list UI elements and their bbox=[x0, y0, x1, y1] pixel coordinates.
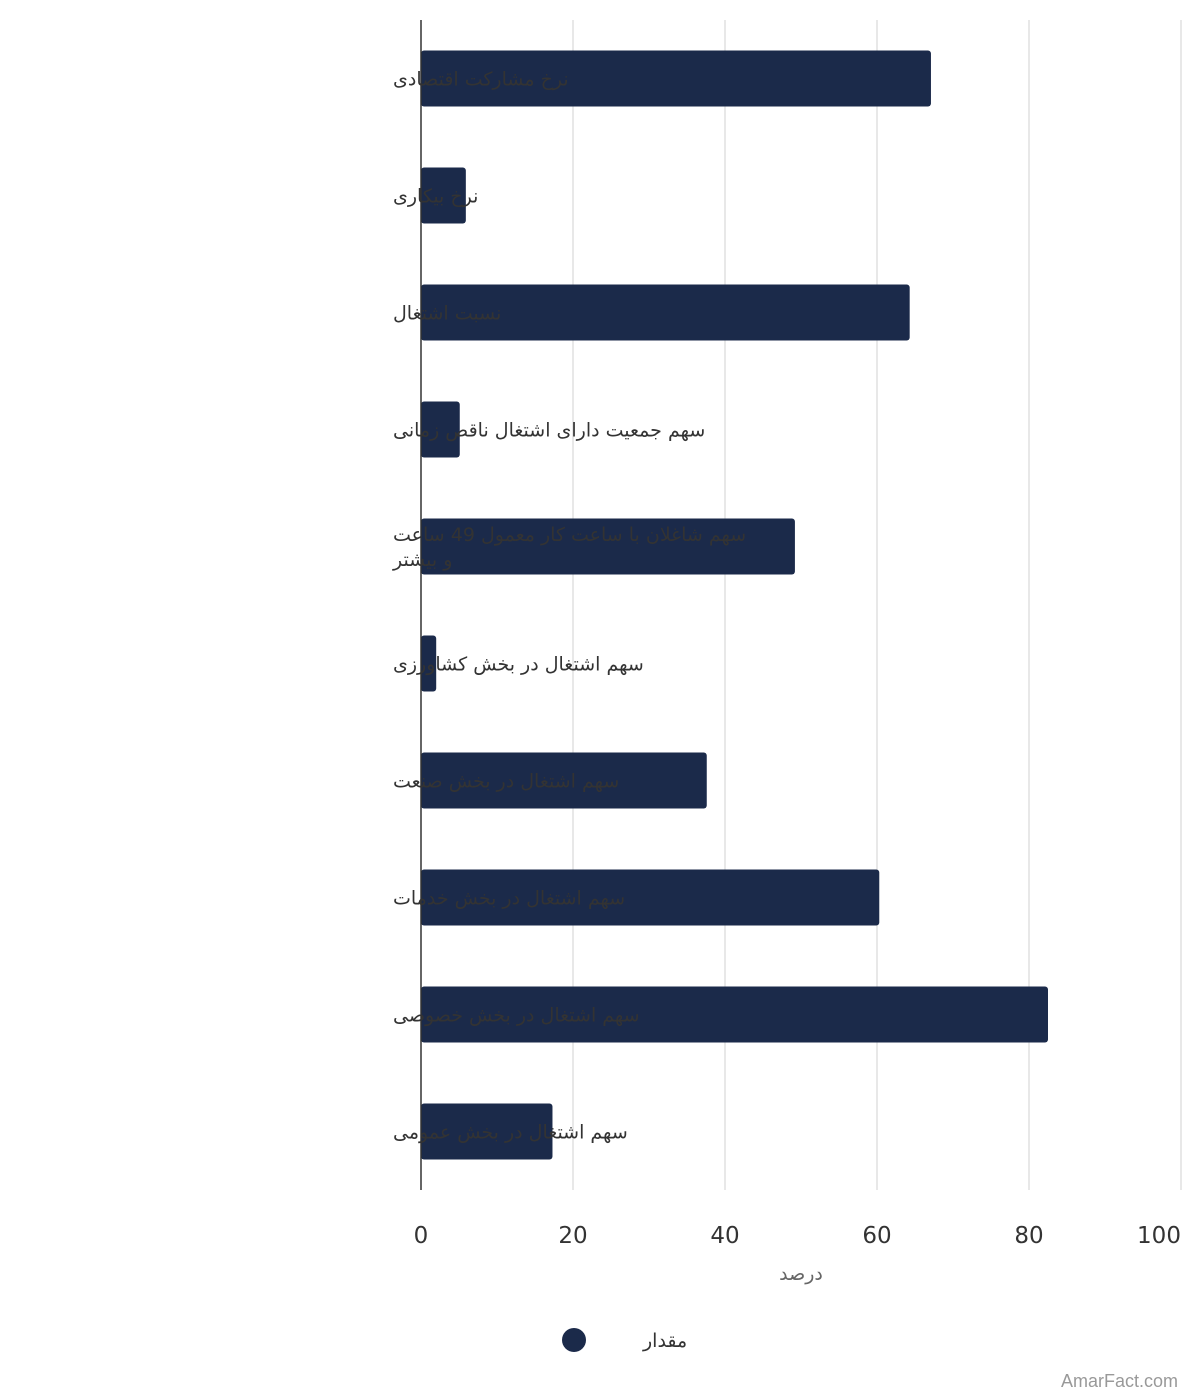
x-tick-labels: 0 20 40 60 80 100 bbox=[414, 1223, 1181, 1249]
category-label-6: سهم اشتغال در بخش صنعت bbox=[393, 771, 619, 793]
bar-0[interactable] bbox=[421, 50, 931, 107]
x-tick-label-2: 40 bbox=[710, 1223, 739, 1249]
bar-9[interactable] bbox=[421, 1103, 553, 1160]
legend-marker bbox=[562, 1328, 586, 1352]
category-label-8: سهم اشتغال در بخش خصوصی bbox=[393, 1005, 640, 1027]
bars bbox=[421, 50, 1048, 1160]
category-label-3: سهم جمعیت دارای اشتغال ناقص زمانی bbox=[393, 420, 705, 442]
category-label-5: سهم اشتغال در بخش کشاورزی bbox=[393, 654, 644, 676]
legend-label: مقدار bbox=[642, 1330, 687, 1352]
category-label-4-line-0: سهم شاغلان با ساعت کار معمول 49 ساعت bbox=[393, 524, 746, 546]
category-label-4-line-1: و بیشتر bbox=[392, 549, 452, 571]
x-axis-title: درصد bbox=[779, 1263, 823, 1285]
category-label-7: سهم اشتغال در بخش خدمات bbox=[393, 888, 625, 910]
legend[interactable]: مقدار bbox=[562, 1328, 687, 1352]
watermark: AmarFact.com bbox=[1060, 1371, 1178, 1391]
x-tick-label-3: 60 bbox=[862, 1223, 891, 1249]
bar-6[interactable] bbox=[421, 752, 707, 809]
category-labels: نرخ مشارکت اقتصادی نرخ بیکاری نسبت اشتغال س… bbox=[392, 69, 746, 1144]
bar-1[interactable] bbox=[421, 167, 466, 224]
bar-3[interactable] bbox=[421, 401, 460, 458]
category-label-1: نرخ بیکاری bbox=[393, 186, 478, 208]
category-label-0: نرخ مشارکت اقتصادی bbox=[393, 69, 569, 91]
x-tick-label-5: 100 bbox=[1137, 1223, 1181, 1249]
x-tick-label-1: 20 bbox=[558, 1223, 587, 1249]
category-label-9: سهم اشتغال در بخش عمومی bbox=[393, 1122, 628, 1144]
bar-4[interactable] bbox=[421, 518, 795, 575]
bar-2[interactable] bbox=[421, 284, 910, 341]
category-label-2: نسبت اشتغال bbox=[393, 303, 501, 325]
x-tick-label-0: 0 bbox=[414, 1223, 429, 1249]
x-tick-label-4: 80 bbox=[1014, 1223, 1043, 1249]
bar-7[interactable] bbox=[421, 869, 880, 926]
bar-8[interactable] bbox=[421, 986, 1048, 1043]
bar-5[interactable] bbox=[421, 635, 437, 692]
